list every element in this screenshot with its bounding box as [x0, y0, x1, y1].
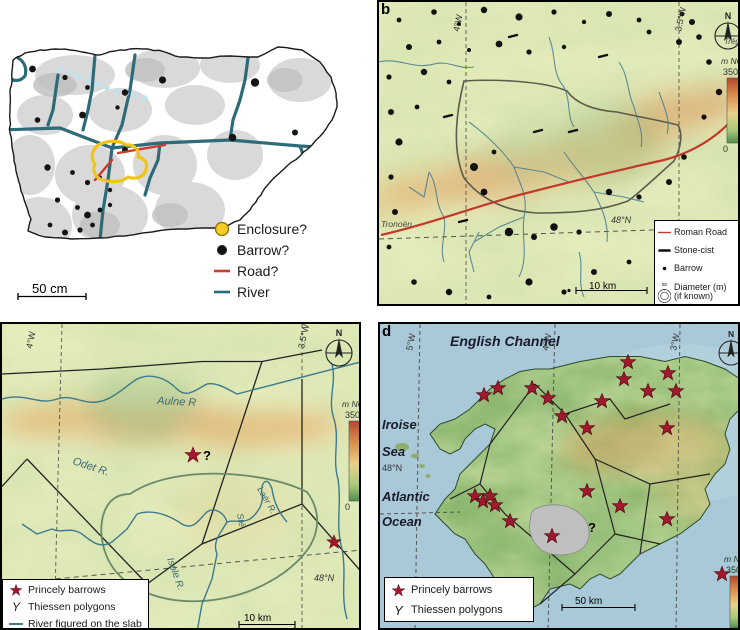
svg-text:N: N	[336, 328, 343, 338]
svg-text:Iroise: Iroise	[382, 417, 417, 432]
svg-text:d: d	[382, 324, 391, 340]
svg-text:Aulne R: Aulne R	[156, 395, 197, 409]
svg-text:b: b	[381, 2, 390, 18]
svg-text:48°N: 48°N	[382, 463, 402, 473]
svg-text:0: 0	[723, 144, 728, 154]
svg-text:Tronoën: Tronoën	[381, 219, 412, 229]
svg-text:350: 350	[726, 565, 740, 575]
svg-text:Ocean: Ocean	[382, 514, 422, 529]
svg-text:?: ?	[203, 448, 211, 463]
svg-text:m NGF: m NGF	[724, 554, 740, 564]
svg-text:Sea: Sea	[382, 444, 405, 459]
svg-text:48°N: 48°N	[314, 573, 335, 583]
svg-text:0: 0	[345, 502, 350, 512]
svg-text:50: 50	[662, 282, 668, 287]
svg-text:10 km: 10 km	[244, 613, 271, 624]
svg-text:N: N	[728, 329, 734, 339]
svg-text:350: 350	[723, 67, 738, 77]
svg-text:48°N: 48°N	[611, 215, 632, 225]
svg-text:m NGF: m NGF	[342, 399, 361, 409]
svg-text:Atlantic: Atlantic	[381, 489, 430, 504]
svg-text:350: 350	[345, 410, 360, 420]
svg-text:?: ?	[588, 520, 596, 535]
svg-text:50 km: 50 km	[575, 596, 602, 607]
svg-text:10 km: 10 km	[589, 281, 616, 292]
svg-text:50 cm: 50 cm	[32, 281, 67, 296]
svg-text:N: N	[725, 11, 732, 21]
svg-text:m NGF: m NGF	[721, 56, 740, 66]
svg-text:Trégueux: Trégueux	[724, 37, 740, 46]
